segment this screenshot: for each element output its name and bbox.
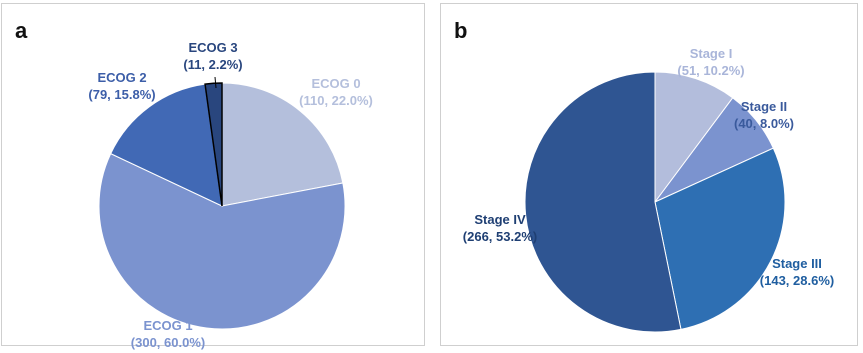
leader-line <box>214 76 217 89</box>
pie-slice-ecog-2 <box>110 83 223 207</box>
slice-label-stage-ii: Stage II (40, 8.0%) <box>734 99 794 131</box>
slice-label-stage-iii: Stage III (143, 28.6%) <box>760 256 834 288</box>
slice-label-ecog-2: ECOG 2 (79, 15.8%) <box>88 70 155 102</box>
stage-pie-chart: Stage I (51, 10.2%) Stage II (40, 8.0%) Stag… <box>463 46 834 333</box>
pie-slice-ecog-0 <box>221 82 344 207</box>
panel-label-a: a <box>15 18 28 43</box>
slice-label-stage-i: Stage I (51, 10.2%) <box>677 46 744 78</box>
pie-slice-stage-iv <box>524 71 682 333</box>
pie-slice-stage-iii <box>654 147 786 330</box>
slice-label-stage-iv: Stage IV (266, 53.2%) <box>463 212 537 244</box>
pie-slice-ecog-3 <box>204 82 223 207</box>
slice-label-ecog-1: ECOG 1 (300, 60.0%) <box>131 318 205 350</box>
slice-label-ecog-0: ECOG 0 (110, 22.0%) <box>299 76 373 108</box>
slice-label-ecog-3: ECOG 3 (11, 2.2%) <box>183 40 242 72</box>
chart-panel-a: a ECOG 0 (110, 22.0%) ECOG 1 (300, 60.0%) EC… <box>1 3 425 350</box>
pie-slice-stage-i <box>654 71 734 204</box>
ecog-pie-chart: ECOG 0 (110, 22.0%) ECOG 1 (300, 60.0%) ECOG… <box>88 40 373 350</box>
chart-panel-b: b Stage I (51, 10.2%) Stage II (40, 8.0%) St… <box>440 3 858 346</box>
pie-slice-ecog-1 <box>98 152 346 330</box>
panel-label-b: b <box>454 18 468 43</box>
